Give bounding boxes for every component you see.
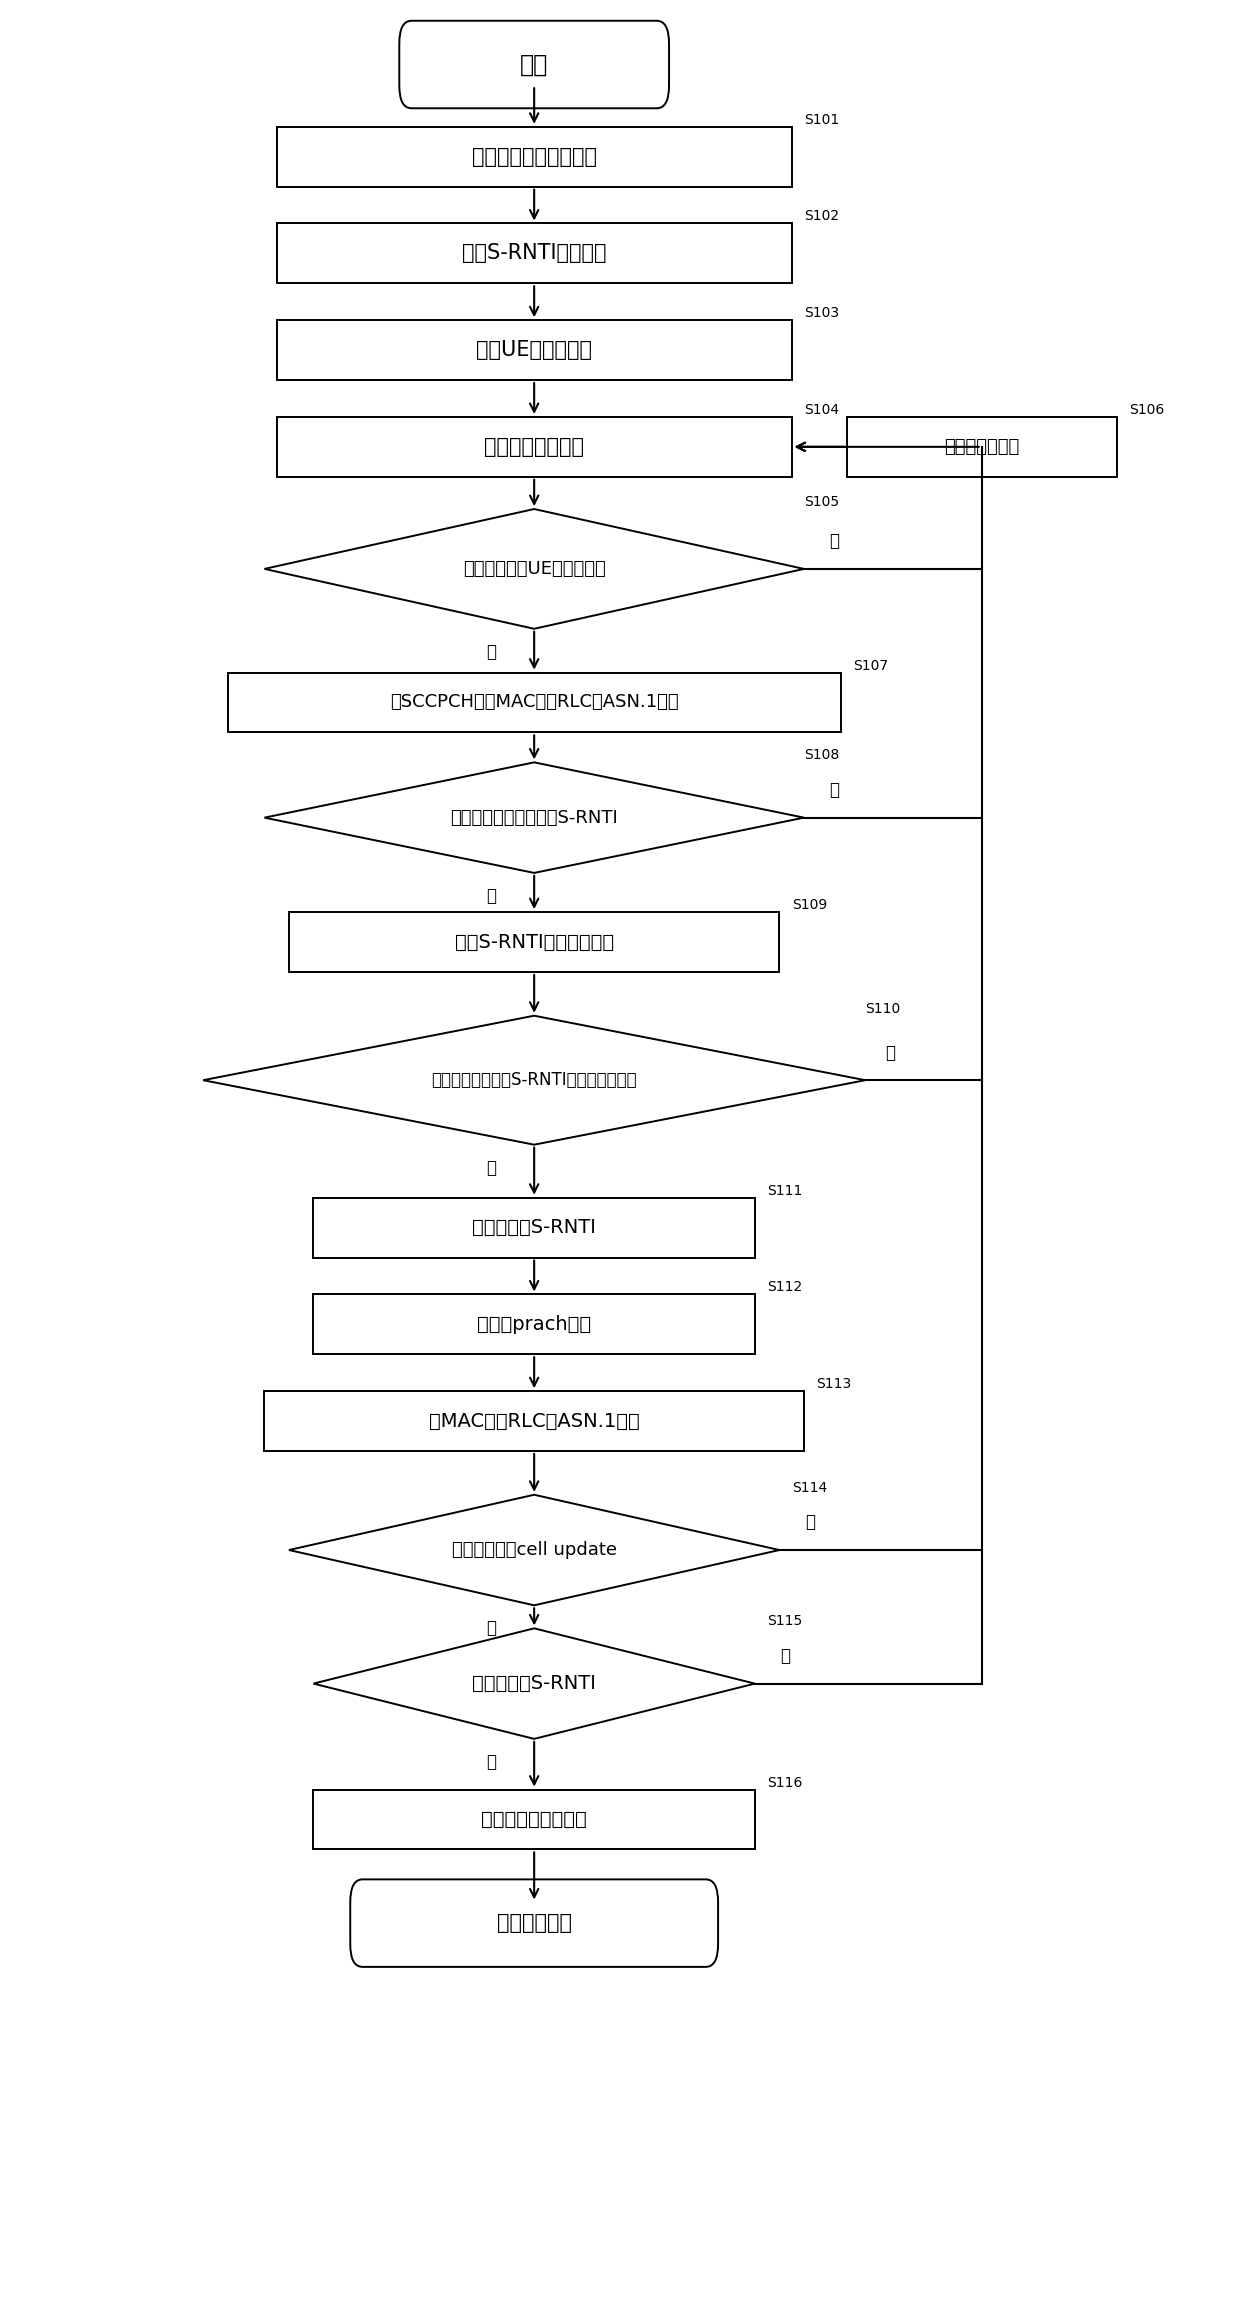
Text: 否: 否 (830, 533, 839, 549)
Bar (847, 417, 1116, 477)
Text: 是否是目标S-RNTI: 是否是目标S-RNTI (472, 1675, 596, 1694)
Bar (314, 1198, 755, 1258)
Text: 此信令是否是cell update: 此信令是否是cell update (451, 1541, 616, 1559)
Bar (277, 127, 791, 188)
Text: S108: S108 (804, 748, 839, 762)
Bar (314, 1295, 755, 1353)
Text: 否: 否 (830, 781, 839, 799)
Bar (277, 320, 791, 380)
FancyBboxPatch shape (399, 21, 670, 109)
Text: 判断是否是此UE的寻呼时刻: 判断是否是此UE的寻呼时刻 (463, 561, 605, 577)
Text: 否: 否 (885, 1043, 895, 1061)
Text: S103: S103 (804, 306, 839, 320)
Text: 建立S-RNTI统计表格: 建立S-RNTI统计表格 (463, 243, 606, 264)
Text: 开始: 开始 (520, 53, 548, 76)
Text: S101: S101 (804, 114, 839, 127)
Text: 表格中是否有某个S-RNTI的个数大于阈值: 表格中是否有某个S-RNTI的个数大于阈值 (432, 1070, 637, 1089)
Text: S112: S112 (768, 1281, 802, 1295)
Text: 解SCCPCH、解MAC、解RLC、ASN.1解码: 解SCCPCH、解MAC、解RLC、ASN.1解码 (389, 693, 678, 711)
Text: S104: S104 (804, 403, 839, 417)
FancyBboxPatch shape (350, 1879, 718, 1967)
Text: 计算UE的寻呼时刻: 计算UE的寻呼时刻 (476, 341, 593, 359)
Polygon shape (314, 1629, 755, 1738)
Text: 等待下一帧时刻: 等待下一帧时刻 (944, 438, 1019, 456)
Bar (314, 1789, 755, 1849)
Polygon shape (264, 510, 804, 628)
Text: S107: S107 (853, 658, 888, 672)
Text: 否: 否 (805, 1513, 815, 1532)
Text: S102: S102 (804, 209, 839, 222)
Polygon shape (203, 1015, 866, 1145)
Text: 是: 是 (486, 1754, 496, 1770)
Text: 是: 是 (486, 887, 496, 906)
Text: 解MAC、解RLC、ASN.1解码: 解MAC、解RLC、ASN.1解码 (429, 1411, 640, 1430)
Text: S115: S115 (768, 1615, 802, 1629)
Bar (228, 672, 841, 732)
Text: 否: 否 (780, 1647, 791, 1666)
Text: S111: S111 (768, 1184, 802, 1198)
Bar (289, 913, 780, 971)
Bar (264, 1390, 804, 1450)
Text: 结束此次测量: 结束此次测量 (497, 1914, 572, 1932)
Text: S110: S110 (866, 1001, 900, 1015)
Text: S109: S109 (791, 899, 827, 913)
Text: 是: 是 (486, 642, 496, 660)
Bar (277, 222, 791, 283)
Polygon shape (264, 762, 804, 874)
Text: S114: S114 (791, 1481, 827, 1494)
Text: 是: 是 (486, 1620, 496, 1638)
Text: 解上行prach消息: 解上行prach消息 (477, 1314, 591, 1335)
Bar (277, 417, 791, 477)
Text: S113: S113 (816, 1376, 852, 1390)
Text: 抽取一物理帧数据: 抽取一物理帧数据 (484, 438, 584, 456)
Text: S106: S106 (1128, 403, 1164, 417)
Text: 判断此寻呼中是否包含S-RNTI: 判断此寻呼中是否包含S-RNTI (450, 809, 618, 827)
Text: 提取S-RNTI并加入表格中: 提取S-RNTI并加入表格中 (455, 931, 614, 952)
Text: 下行同步、解系统消息: 下行同步、解系统消息 (471, 146, 596, 167)
Polygon shape (289, 1494, 780, 1606)
Text: 确定目标的S-RNTI: 确定目标的S-RNTI (472, 1219, 596, 1237)
Text: S105: S105 (804, 496, 839, 510)
Text: 是: 是 (486, 1158, 496, 1177)
Text: S116: S116 (768, 1775, 802, 1789)
Text: 上报此条信令的能量: 上报此条信令的能量 (481, 1810, 587, 1828)
